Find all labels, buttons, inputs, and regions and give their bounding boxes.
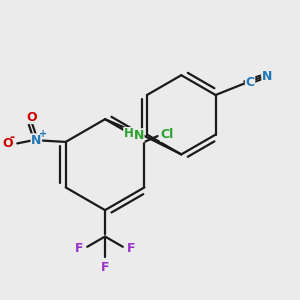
Text: O: O	[2, 137, 13, 150]
Text: C: C	[245, 76, 255, 89]
Text: N: N	[134, 129, 144, 142]
Text: N: N	[262, 70, 272, 83]
Text: F: F	[127, 242, 135, 255]
Text: Cl: Cl	[160, 128, 174, 141]
Text: H: H	[124, 128, 134, 140]
Text: O: O	[27, 110, 37, 124]
Text: +: +	[39, 129, 47, 139]
Text: F: F	[75, 242, 83, 255]
Text: N: N	[31, 134, 41, 147]
Text: -: -	[10, 131, 15, 144]
Text: F: F	[101, 262, 109, 275]
